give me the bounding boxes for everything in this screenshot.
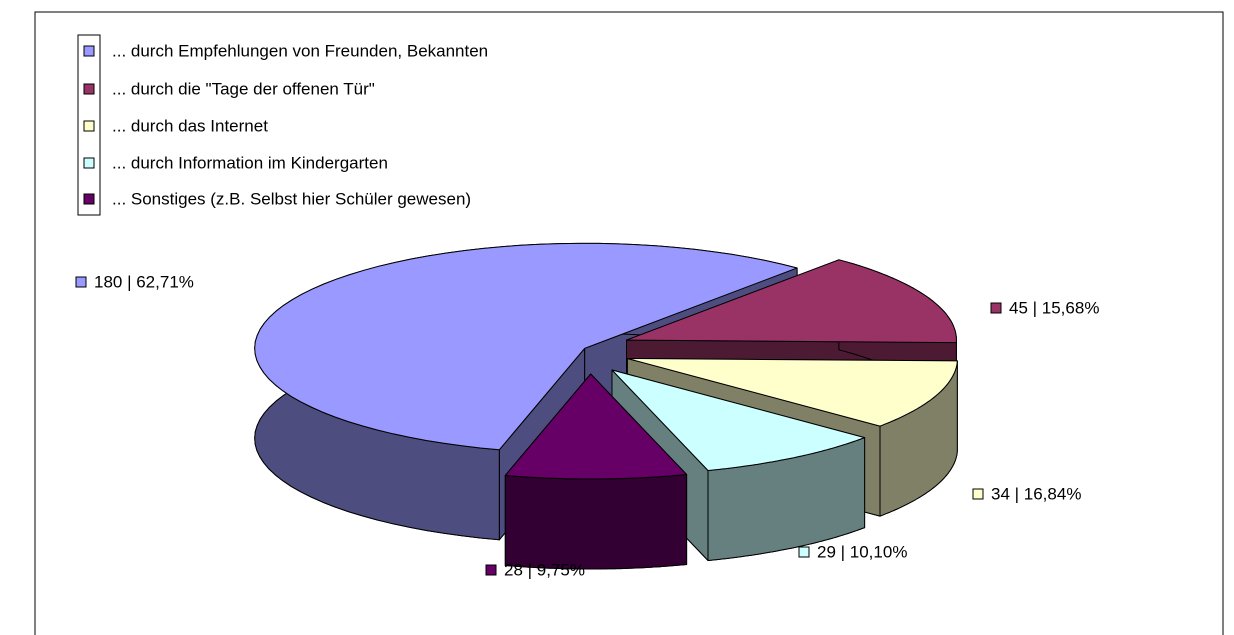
slice-side: [504, 474, 688, 570]
value-label: 180 | 62,71%: [94, 272, 194, 291]
slice: [611, 369, 866, 471]
legend-swatch: [83, 120, 95, 132]
value-label-swatch: [972, 488, 984, 500]
value-label-swatch: [798, 546, 810, 558]
legend-swatch: [83, 193, 95, 205]
legend-label: ... Sonstiges (z.B. Selbst hier Schüler …: [112, 189, 471, 208]
legend-swatch: [83, 157, 95, 169]
slice: [626, 358, 958, 427]
value-label-swatch: [75, 276, 87, 288]
legend-label: ... durch Information im Kindergarten: [112, 153, 388, 172]
slice: [254, 242, 798, 451]
value-label-swatch: [485, 564, 497, 576]
legend-label: ... durch die "Tage der offenen Tür": [112, 79, 375, 98]
legend-swatch: [83, 83, 95, 95]
value-label: 28 | 9,75%: [504, 560, 585, 579]
value-label: 45 | 15,68%: [1009, 298, 1099, 317]
chart-frame: [34, 11, 1224, 635]
value-label: 34 | 16,84%: [991, 484, 1081, 503]
value-label-swatch: [990, 302, 1002, 314]
slice: [504, 373, 688, 480]
legend-label: ... durch Empfehlungen von Freunden, Bek…: [112, 41, 488, 60]
legend-swatch: [83, 45, 95, 57]
slice: [626, 259, 957, 344]
value-label: 29 | 10,10%: [817, 542, 907, 561]
legend-label: ... durch das Internet: [112, 116, 268, 135]
legend-box: [77, 34, 101, 216]
